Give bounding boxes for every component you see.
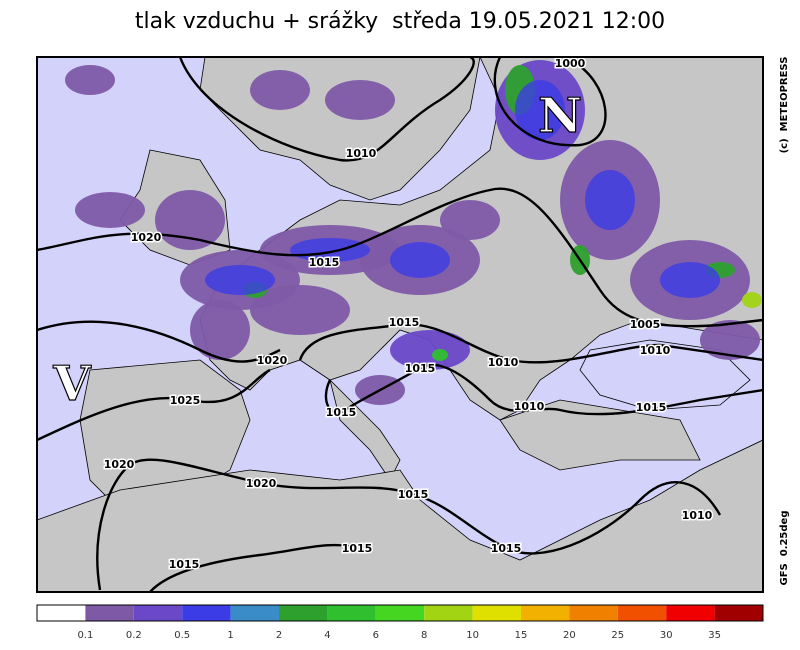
precip-area — [585, 170, 635, 230]
legend-swatch — [569, 605, 618, 621]
legend-label: 4 — [324, 630, 330, 641]
isobar-label: 1015 — [326, 406, 357, 419]
legend-swatch — [327, 605, 376, 621]
legend-label: 10 — [466, 630, 479, 641]
precip-area — [440, 200, 500, 240]
map-area: 1000 1010 1020 1015 1015 1020 1015 1010 1005 1010… — [37, 57, 763, 592]
isobar-label: 1015 — [491, 542, 522, 555]
isobar-label: 1015 — [405, 362, 436, 375]
isobar-label: 1010 — [346, 147, 377, 160]
pressure-center: N — [538, 88, 582, 144]
precip-area — [155, 190, 225, 250]
precipitation — [65, 60, 762, 405]
legend-label: 0.2 — [126, 630, 142, 641]
isobar-label: 1015 — [342, 542, 373, 555]
legend-label: 35 — [708, 630, 721, 641]
precip-area — [515, 80, 565, 140]
isobar-label: 1015 — [309, 256, 340, 269]
legend-frame — [36, 604, 764, 622]
model-label: GFS 0.25deg — [779, 511, 790, 586]
legend-swatch — [182, 605, 231, 621]
isobar-label: 1010 — [488, 356, 519, 369]
legend-swatch — [230, 605, 279, 621]
legend-swatch — [279, 605, 328, 621]
isobar-label: 1020 — [257, 354, 288, 367]
legend-label: 25 — [611, 630, 624, 641]
precip-area — [205, 265, 275, 295]
isobar-label: 1020 — [104, 458, 135, 471]
precip-area — [250, 285, 350, 335]
legend-swatch — [424, 605, 473, 621]
precip-area — [660, 262, 720, 298]
legend-label: 8 — [421, 630, 427, 641]
precip-area — [325, 80, 395, 120]
legend-swatch — [37, 605, 86, 621]
isobar-label: 1020 — [246, 477, 277, 490]
isobar-label: 1020 — [131, 231, 162, 244]
inland-sea — [579, 339, 751, 411]
precip-area — [390, 330, 470, 370]
legend-label: 0.5 — [174, 630, 190, 641]
legend-label: 20 — [563, 630, 576, 641]
legend-swatch — [375, 605, 425, 621]
map-frame — [36, 56, 764, 593]
isobar-label: 1015 — [389, 316, 420, 329]
isobar-label: 1010 — [514, 400, 545, 413]
isobar-label: 1025 — [170, 394, 201, 407]
isobar-label: 1010 — [640, 344, 671, 357]
precip-area — [290, 238, 370, 262]
precip-area — [190, 300, 250, 360]
legend-swatch — [521, 605, 570, 621]
legend: 0.1 0.2 0.5 1 2 4 6 8 10 15 20 25 30 35 — [36, 604, 764, 641]
isobar-label: 1000 — [555, 57, 586, 70]
legend-label: 6 — [373, 630, 379, 641]
legend-label: 1 — [227, 630, 233, 641]
precip-area — [65, 65, 115, 95]
legend-swatch — [133, 605, 183, 621]
legend-label: 0.1 — [77, 630, 93, 641]
legend-swatch — [617, 605, 667, 621]
precip-area — [250, 70, 310, 110]
isobar-label: 1005 — [630, 318, 661, 331]
legend-swatch — [472, 605, 521, 621]
pressure-center: V — [52, 356, 91, 412]
legend-label: 2 — [276, 630, 282, 641]
legend-swatch — [714, 605, 763, 621]
map-title: tlak vzduchu + srážky středa 19.05.2021 … — [135, 9, 665, 34]
credit: (c) METEOPRESS — [779, 57, 790, 154]
isobar-label: 1015 — [169, 558, 200, 571]
isobar-label: 1015 — [398, 488, 429, 501]
precip-area — [390, 242, 450, 278]
isobars — [37, 57, 763, 592]
precip-area — [75, 192, 145, 228]
isobar-label: 1015 — [636, 401, 667, 414]
legend-swatch — [85, 605, 134, 621]
precip-area — [742, 292, 762, 308]
legend-swatch — [666, 605, 715, 621]
isobar-label: 1010 — [682, 509, 713, 522]
precip-area — [700, 320, 760, 360]
legend-label: 15 — [515, 630, 528, 641]
legend-label: 30 — [660, 630, 673, 641]
precip-area — [432, 349, 448, 361]
